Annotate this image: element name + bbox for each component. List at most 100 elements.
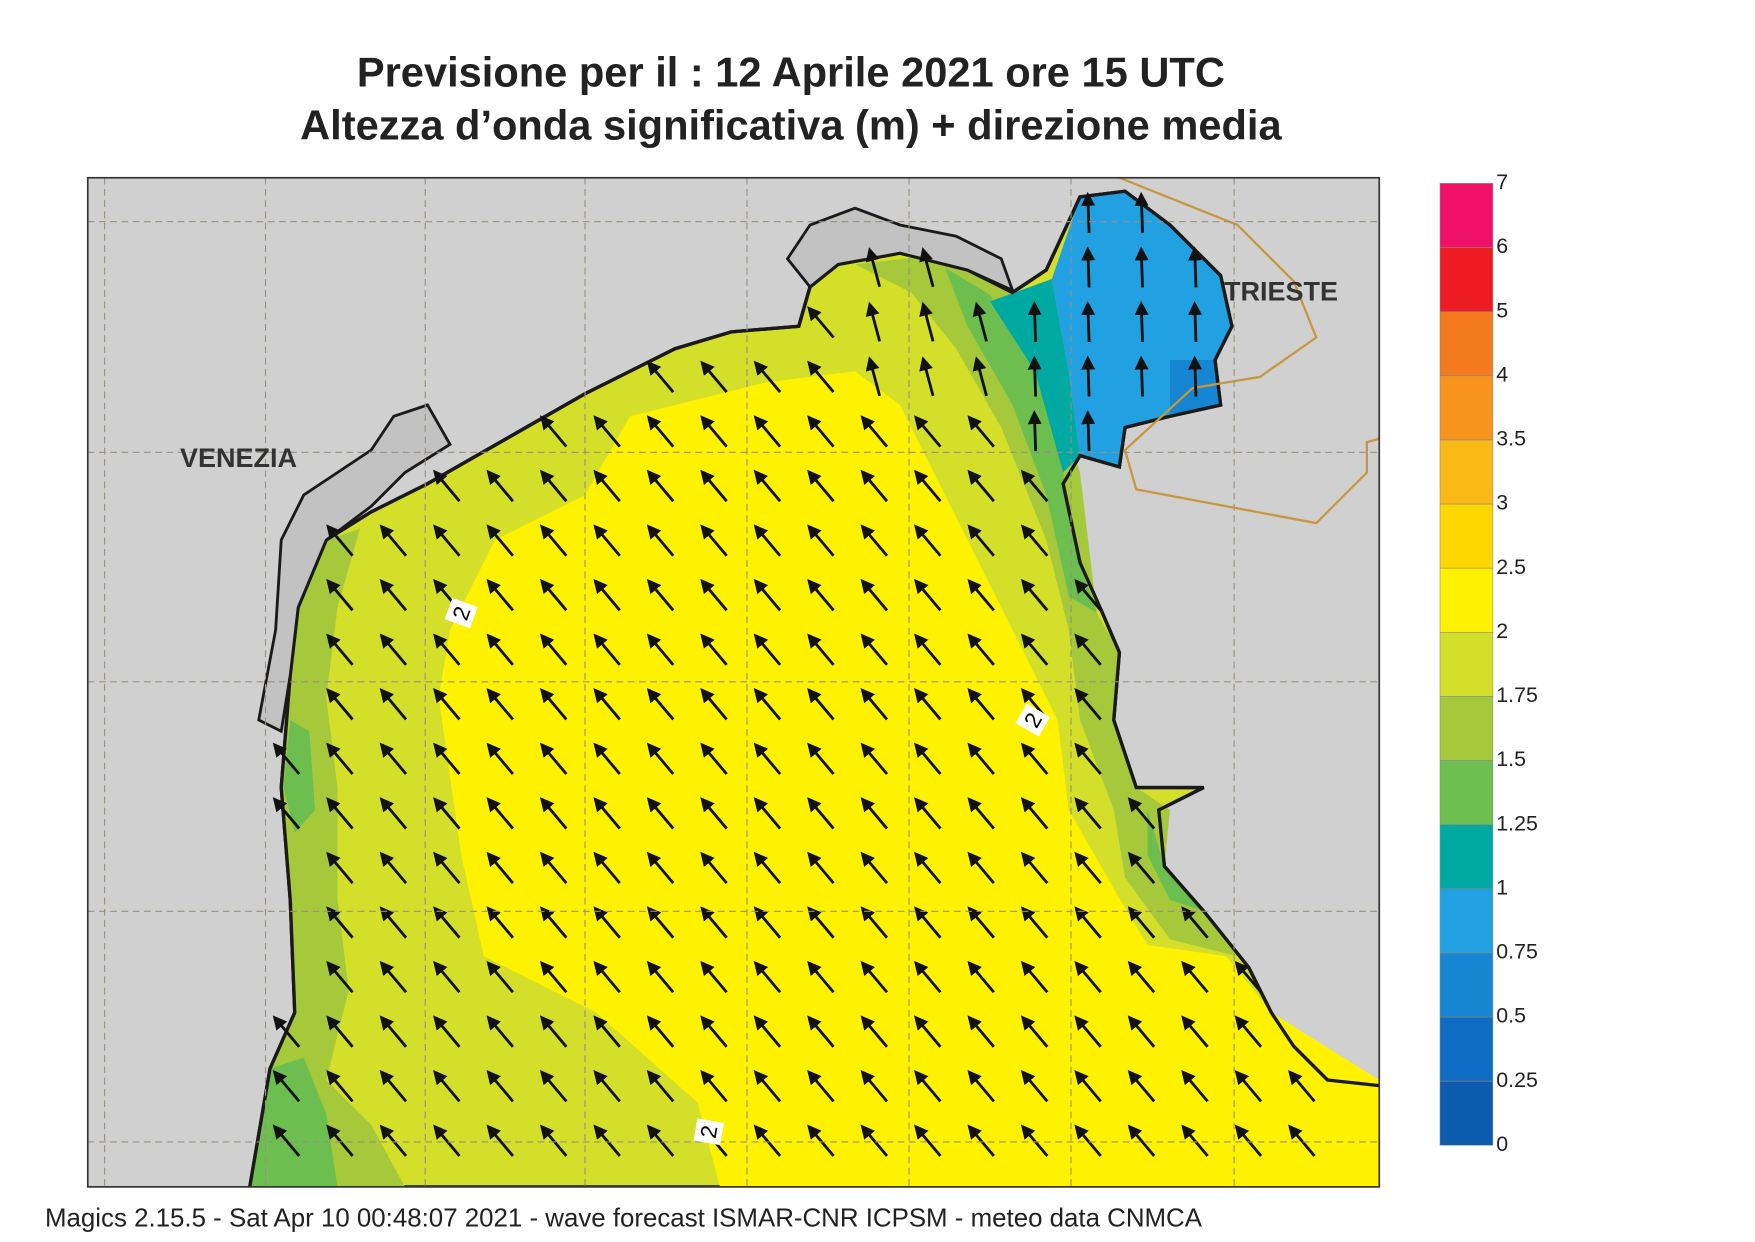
- arrow: [753, 797, 782, 830]
- arrow: [539, 578, 568, 612]
- arrow: [860, 1124, 889, 1157]
- coastline: [248, 189, 1380, 1187]
- arrow: [379, 1069, 408, 1103]
- arrow: [326, 688, 354, 721]
- arrow: [1127, 851, 1156, 885]
- arrow: [860, 1069, 889, 1103]
- arrow: [914, 578, 942, 612]
- arrow: [1020, 797, 1049, 830]
- arrow: [914, 524, 942, 557]
- map-frame: [86, 176, 1381, 1188]
- colorbar-label: 6: [1496, 234, 1508, 258]
- arrow: [1074, 851, 1102, 885]
- arrow: [1188, 246, 1203, 288]
- arrow: [967, 469, 995, 503]
- arrow: [807, 960, 835, 994]
- arrow: [753, 469, 782, 503]
- arrow: [1127, 906, 1156, 939]
- arrow: [539, 633, 568, 666]
- arrow: [1020, 906, 1049, 939]
- colorbar-label: 5: [1496, 298, 1508, 322]
- arrow: [486, 578, 514, 612]
- arrow: [967, 851, 995, 885]
- arrow: [1081, 300, 1096, 343]
- arrow: [1127, 1015, 1156, 1048]
- arrow: [593, 524, 621, 557]
- arrow: [753, 578, 782, 612]
- arrow: [646, 1069, 675, 1103]
- arrow: [539, 742, 568, 775]
- arrow: [593, 1015, 621, 1048]
- arrow: [914, 906, 942, 939]
- arrow: [433, 688, 461, 721]
- arrow: [700, 797, 728, 830]
- arrow: [593, 415, 621, 448]
- arrow: [1081, 191, 1096, 233]
- arrow: [379, 578, 408, 612]
- grid-line: [87, 177, 1380, 1187]
- arrow: [593, 578, 621, 612]
- colorbar-box: [1439, 952, 1494, 1018]
- arrow: [272, 1124, 301, 1157]
- arrow: [1074, 960, 1102, 994]
- arrow: [700, 524, 728, 557]
- arrow: [326, 524, 354, 557]
- arrow: [646, 524, 675, 557]
- main-group: Previsione per il : 12 Aprile 2021 ore 1…: [45, 49, 1538, 1233]
- arrow: [486, 1069, 514, 1103]
- arrow: [967, 578, 995, 612]
- arrow: [967, 524, 995, 557]
- arrow: [1134, 300, 1149, 343]
- arrow: [1288, 1069, 1316, 1103]
- arrow: [753, 851, 782, 885]
- arrow: [753, 360, 782, 393]
- arrow: [486, 469, 514, 503]
- arrow: [807, 415, 835, 448]
- arrow: [1074, 1124, 1102, 1157]
- arrow: [1134, 191, 1149, 233]
- arrow: [919, 356, 935, 397]
- arrow: [1127, 1069, 1156, 1103]
- arrow: [807, 360, 835, 393]
- colorbar-box: [1439, 888, 1494, 954]
- arrow: [919, 301, 935, 342]
- sea-band: [249, 1057, 338, 1187]
- arrow: [807, 578, 835, 612]
- arrow: [486, 851, 514, 885]
- arrow: [379, 688, 408, 721]
- arrow: [753, 1015, 782, 1048]
- colorbar: 0 0.25 0.5 0.75 1 1.25 1.5 1.75 2 2.5 3 3.5 4 5 6 7: [1439, 170, 1538, 1156]
- colorbar-box: [1439, 1016, 1494, 1082]
- arrow: [807, 524, 835, 557]
- arrow: [1074, 742, 1102, 775]
- arrow: [914, 960, 942, 994]
- colorbar-box: [1439, 247, 1494, 312]
- arrow: [753, 415, 782, 448]
- subtitle: Altezza d’onda significativa (m) + direz…: [300, 102, 1282, 149]
- arrow: [433, 960, 461, 994]
- arrow: [1181, 906, 1209, 939]
- arrow: [700, 415, 728, 448]
- arrow: [646, 1124, 675, 1157]
- arrow: [967, 1015, 995, 1048]
- arrow: [539, 688, 568, 721]
- arrow: [753, 960, 782, 994]
- colorbar-box: [1439, 760, 1494, 825]
- arrow: [379, 960, 408, 994]
- arrow: [700, 360, 728, 393]
- arrow: [865, 301, 881, 342]
- arrow: [753, 1069, 782, 1103]
- arrow: [326, 578, 354, 612]
- arrow: [433, 906, 461, 939]
- arrow: [700, 469, 728, 503]
- arrow: [1074, 1015, 1102, 1048]
- arrow: [379, 906, 408, 939]
- arrow: [1027, 410, 1042, 452]
- arrow: [379, 851, 408, 885]
- arrow: [807, 1069, 835, 1103]
- arrow: [646, 469, 675, 503]
- arrow: [807, 688, 835, 721]
- sea-band: [1147, 810, 1204, 912]
- arrow: [865, 247, 881, 288]
- contour-label: 2: [1015, 703, 1051, 737]
